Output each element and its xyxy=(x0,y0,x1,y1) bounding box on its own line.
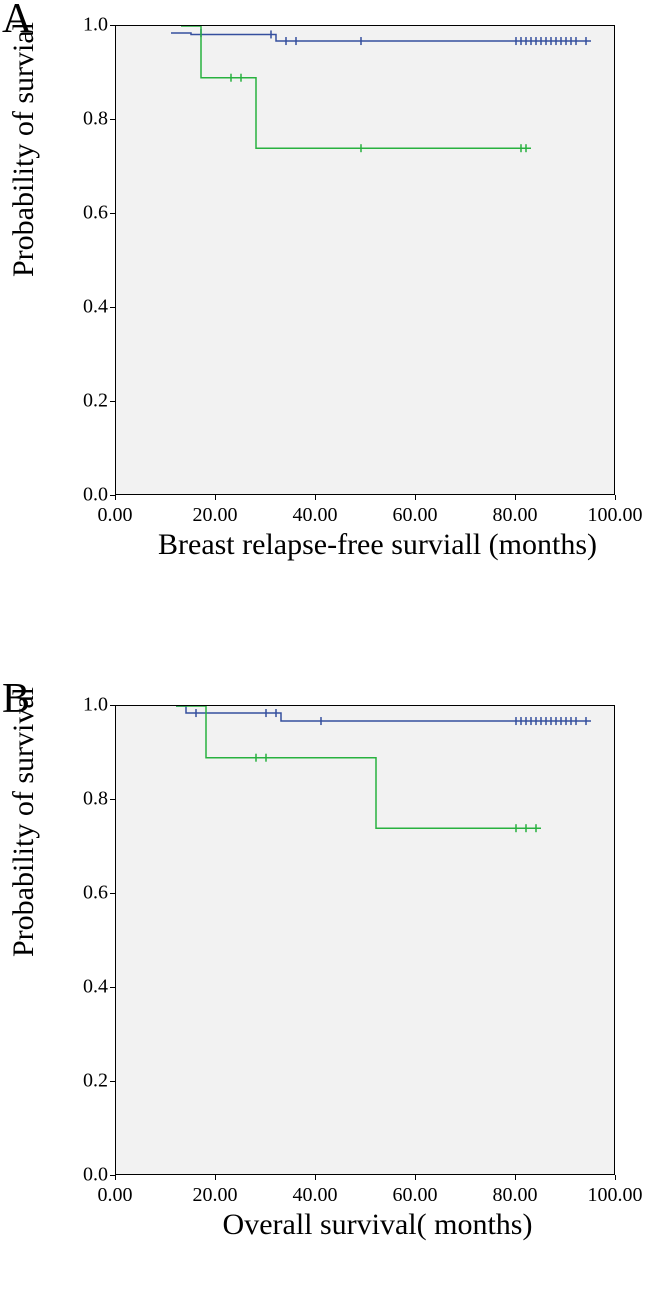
x-tick-mark xyxy=(615,1175,616,1180)
x-tick-label: 60.00 xyxy=(393,504,438,527)
y-tick-mark xyxy=(110,987,115,988)
x-tick-label: 100.00 xyxy=(588,1184,643,1207)
x-tick-mark xyxy=(515,495,516,500)
x-tick-label: 20.00 xyxy=(193,504,238,527)
y-tick-label: 0.6 xyxy=(83,882,108,905)
x-tick-mark xyxy=(315,495,316,500)
y-tick-label: 0.8 xyxy=(83,108,108,131)
survival-curve-group1 xyxy=(176,706,591,721)
x-tick-mark xyxy=(215,1175,216,1180)
y-tick-mark xyxy=(110,119,115,120)
y-tick-mark xyxy=(110,25,115,26)
x-tick-mark xyxy=(115,1175,116,1180)
x-tick-mark xyxy=(415,1175,416,1180)
x-tick-label: 20.00 xyxy=(193,1184,238,1207)
y-tick-mark xyxy=(110,893,115,894)
chart-a-plot-area xyxy=(115,25,615,495)
x-tick-mark xyxy=(415,495,416,500)
x-tick-label: 0.00 xyxy=(98,504,133,527)
y-tick-label: 1.0 xyxy=(83,14,108,37)
chart-b-plot-area xyxy=(115,705,615,1175)
y-tick-mark xyxy=(110,401,115,402)
survival-curve-group1 xyxy=(171,33,591,41)
x-tick-label: 40.00 xyxy=(293,1184,338,1207)
x-tick-mark xyxy=(515,1175,516,1180)
y-tick-mark xyxy=(110,307,115,308)
y-tick-label: 0.8 xyxy=(83,788,108,811)
y-tick-mark xyxy=(110,705,115,706)
x-tick-mark xyxy=(615,495,616,500)
x-tick-label: 100.00 xyxy=(588,504,643,527)
survival-curve-group2 xyxy=(181,26,531,148)
survival-curve-group2 xyxy=(176,706,541,828)
y-tick-label: 0.4 xyxy=(83,976,108,999)
chart-a-container: A Probability of survial Breast relapse-… xyxy=(0,0,658,620)
y-tick-label: 0.6 xyxy=(83,202,108,225)
chart-b-container: B Probability of survival Overall surviv… xyxy=(0,680,658,1300)
y-tick-mark xyxy=(110,799,115,800)
y-tick-label: 0.2 xyxy=(83,1070,108,1093)
chart-a-svg xyxy=(116,26,616,496)
x-tick-label: 80.00 xyxy=(493,1184,538,1207)
y-tick-label: 1.0 xyxy=(83,694,108,717)
chart-b-x-label: Overall survival( months) xyxy=(100,1208,655,1242)
x-tick-label: 0.00 xyxy=(98,1184,133,1207)
x-tick-mark xyxy=(215,495,216,500)
y-tick-mark xyxy=(110,213,115,214)
chart-b-y-label: Probability of survival xyxy=(7,687,41,957)
chart-a-x-label: Breast relapse-free surviall (months) xyxy=(100,528,655,562)
chart-b-svg xyxy=(116,706,616,1176)
y-tick-label: 0.2 xyxy=(83,390,108,413)
x-tick-label: 60.00 xyxy=(393,1184,438,1207)
x-tick-label: 80.00 xyxy=(493,504,538,527)
x-tick-mark xyxy=(115,495,116,500)
y-tick-label: 0.4 xyxy=(83,296,108,319)
y-tick-mark xyxy=(110,1081,115,1082)
chart-a-y-label: Probability of survial xyxy=(7,22,41,277)
x-tick-mark xyxy=(315,1175,316,1180)
x-tick-label: 40.00 xyxy=(293,504,338,527)
